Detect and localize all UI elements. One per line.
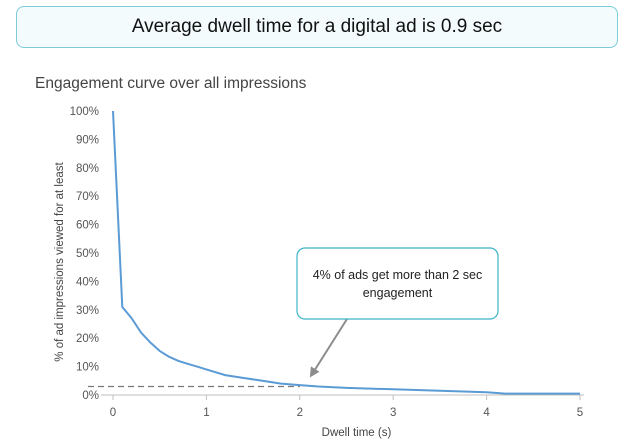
engagement-curve-line [112, 110, 580, 395]
y-tick-label: 10% [76, 362, 99, 374]
y-axis-label: % of ad impressions viewed for at least [54, 161, 66, 361]
headline-text: Average dwell time for a digital ad is 0… [131, 16, 503, 37]
x-tick-label: 4 [483, 407, 490, 419]
y-tick-label: 0% [82, 390, 99, 402]
annotation-callout-box [296, 247, 499, 320]
y-tick-label: 50% [76, 248, 99, 260]
y-tick-label: 70% [76, 191, 99, 203]
y-axis-ticks: 0% 10% 20% 30% 40% 50% 60% 70% 80% 90% 100% [70, 106, 99, 402]
y-tick-label: 40% [76, 276, 99, 288]
chart-title: Engagement curve over all impressions [35, 75, 307, 92]
y-tick-label: 20% [76, 333, 99, 345]
x-tick-label: 0 [110, 407, 116, 419]
x-axis-ticks: 0 1 2 3 4 5 [110, 395, 583, 419]
annotation-arrowhead [309, 366, 320, 378]
y-tick-label: 30% [76, 305, 99, 317]
x-tick-label: 2 [297, 407, 303, 419]
headline-banner: Average dwell time for a digital ad is 0… [16, 6, 618, 48]
annotation-arrow [312, 318, 348, 373]
x-tick-label: 5 [577, 407, 583, 419]
y-tick-label: 80% [76, 163, 99, 175]
x-tick-label: 1 [203, 407, 209, 419]
annotation-text-line-1: 4% of ads get more than 2 sec [313, 268, 483, 282]
y-tick-label: 60% [76, 220, 99, 232]
x-tick-label: 3 [390, 407, 396, 419]
annotation-text-line-2: engagement [363, 286, 433, 300]
y-tick-label: 90% [76, 134, 99, 146]
x-axis-label: Dwell time (s) [322, 427, 392, 439]
y-tick-label: 100% [70, 106, 99, 118]
